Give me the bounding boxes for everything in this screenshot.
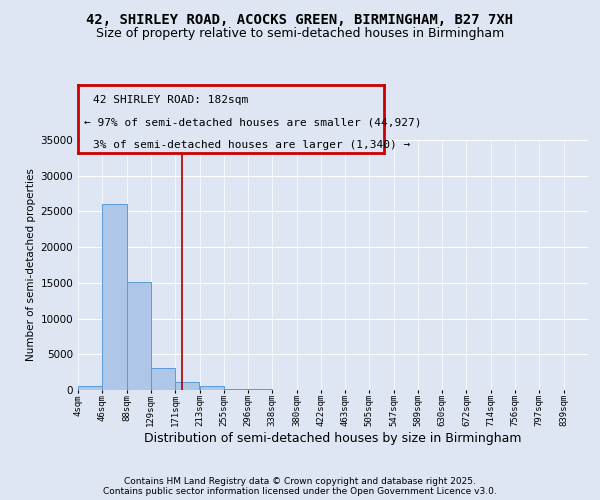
Text: 42, SHIRLEY ROAD, ACOCKS GREEN, BIRMINGHAM, B27 7XH: 42, SHIRLEY ROAD, ACOCKS GREEN, BIRMINGH… [86,12,514,26]
Text: Contains HM Land Registry data © Crown copyright and database right 2025.: Contains HM Land Registry data © Crown c… [124,477,476,486]
Text: ← 97% of semi-detached houses are smaller (44,927): ← 97% of semi-detached houses are smalle… [84,118,422,128]
Text: 42 SHIRLEY ROAD: 182sqm: 42 SHIRLEY ROAD: 182sqm [94,95,248,105]
Text: Contains public sector information licensed under the Open Government Licence v3: Contains public sector information licen… [103,487,497,496]
Bar [175,382,199,390]
Bar [224,388,248,390]
X-axis label: Distribution of semi-detached houses by size in Birmingham: Distribution of semi-detached houses by … [144,432,522,445]
Bar [151,368,175,390]
Y-axis label: Number of semi-detached properties: Number of semi-detached properties [26,168,36,362]
Text: Size of property relative to semi-detached houses in Birmingham: Size of property relative to semi-detach… [96,28,504,40]
Bar [103,204,127,390]
Bar [200,386,224,390]
Text: 3% of semi-detached houses are larger (1,340) →: 3% of semi-detached houses are larger (1… [94,140,410,150]
Bar [127,282,151,390]
Bar [78,386,102,390]
